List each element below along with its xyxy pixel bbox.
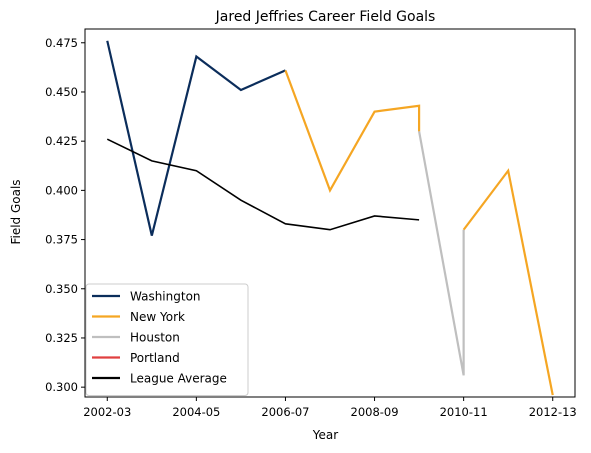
y-tick-label: 0.350 bbox=[45, 282, 78, 296]
legend: Washington New York Houston Portland League … bbox=[85, 283, 249, 396]
y-axis: 0.300 0.325 0.350 0.375 0.400 0.425 0.450 0.475 bbox=[45, 36, 85, 394]
plot-frame bbox=[84, 28, 576, 398]
y-tick-label: 0.425 bbox=[45, 134, 78, 148]
y-tick-label: 0.400 bbox=[45, 183, 78, 197]
plot-area bbox=[84, 28, 576, 398]
legend-label: Washington bbox=[130, 290, 201, 304]
legend-label: League Average bbox=[130, 372, 227, 386]
x-tick-label: 2004-05 bbox=[172, 405, 220, 419]
x-tick-label: 2008-09 bbox=[351, 405, 399, 419]
x-axis: 2002-03 2004-05 2006-07 2008-09 2010-11 2012-… bbox=[83, 397, 577, 419]
chart-title: Jared Jeffries Career Field Goals bbox=[215, 9, 436, 25]
x-tick-label: 2012-13 bbox=[529, 405, 577, 419]
series-line-houston bbox=[418, 131, 465, 376]
legend-label: New York bbox=[130, 310, 185, 324]
series-line-new-york-1 bbox=[284, 69, 421, 193]
legend-label: Portland bbox=[130, 351, 180, 365]
legend-label: Houston bbox=[130, 331, 180, 345]
y-tick-label: 0.300 bbox=[45, 380, 78, 394]
x-tick-label: 2010-11 bbox=[440, 405, 488, 419]
y-axis-label: Field Goals bbox=[9, 179, 23, 244]
x-tick-label: 2006-07 bbox=[261, 405, 309, 419]
y-tick-label: 0.375 bbox=[45, 233, 78, 247]
y-tick-label: 0.325 bbox=[45, 331, 78, 345]
x-axis-label: Year bbox=[312, 428, 338, 442]
x-tick-label: 2002-03 bbox=[83, 405, 131, 419]
series-line-new-york-2 bbox=[462, 168, 554, 396]
series-line-washington bbox=[106, 40, 286, 236]
series-line-league-average bbox=[106, 138, 420, 231]
y-tick-label: 0.475 bbox=[45, 36, 78, 50]
y-tick-label: 0.450 bbox=[45, 85, 78, 99]
legend-box bbox=[85, 283, 249, 396]
